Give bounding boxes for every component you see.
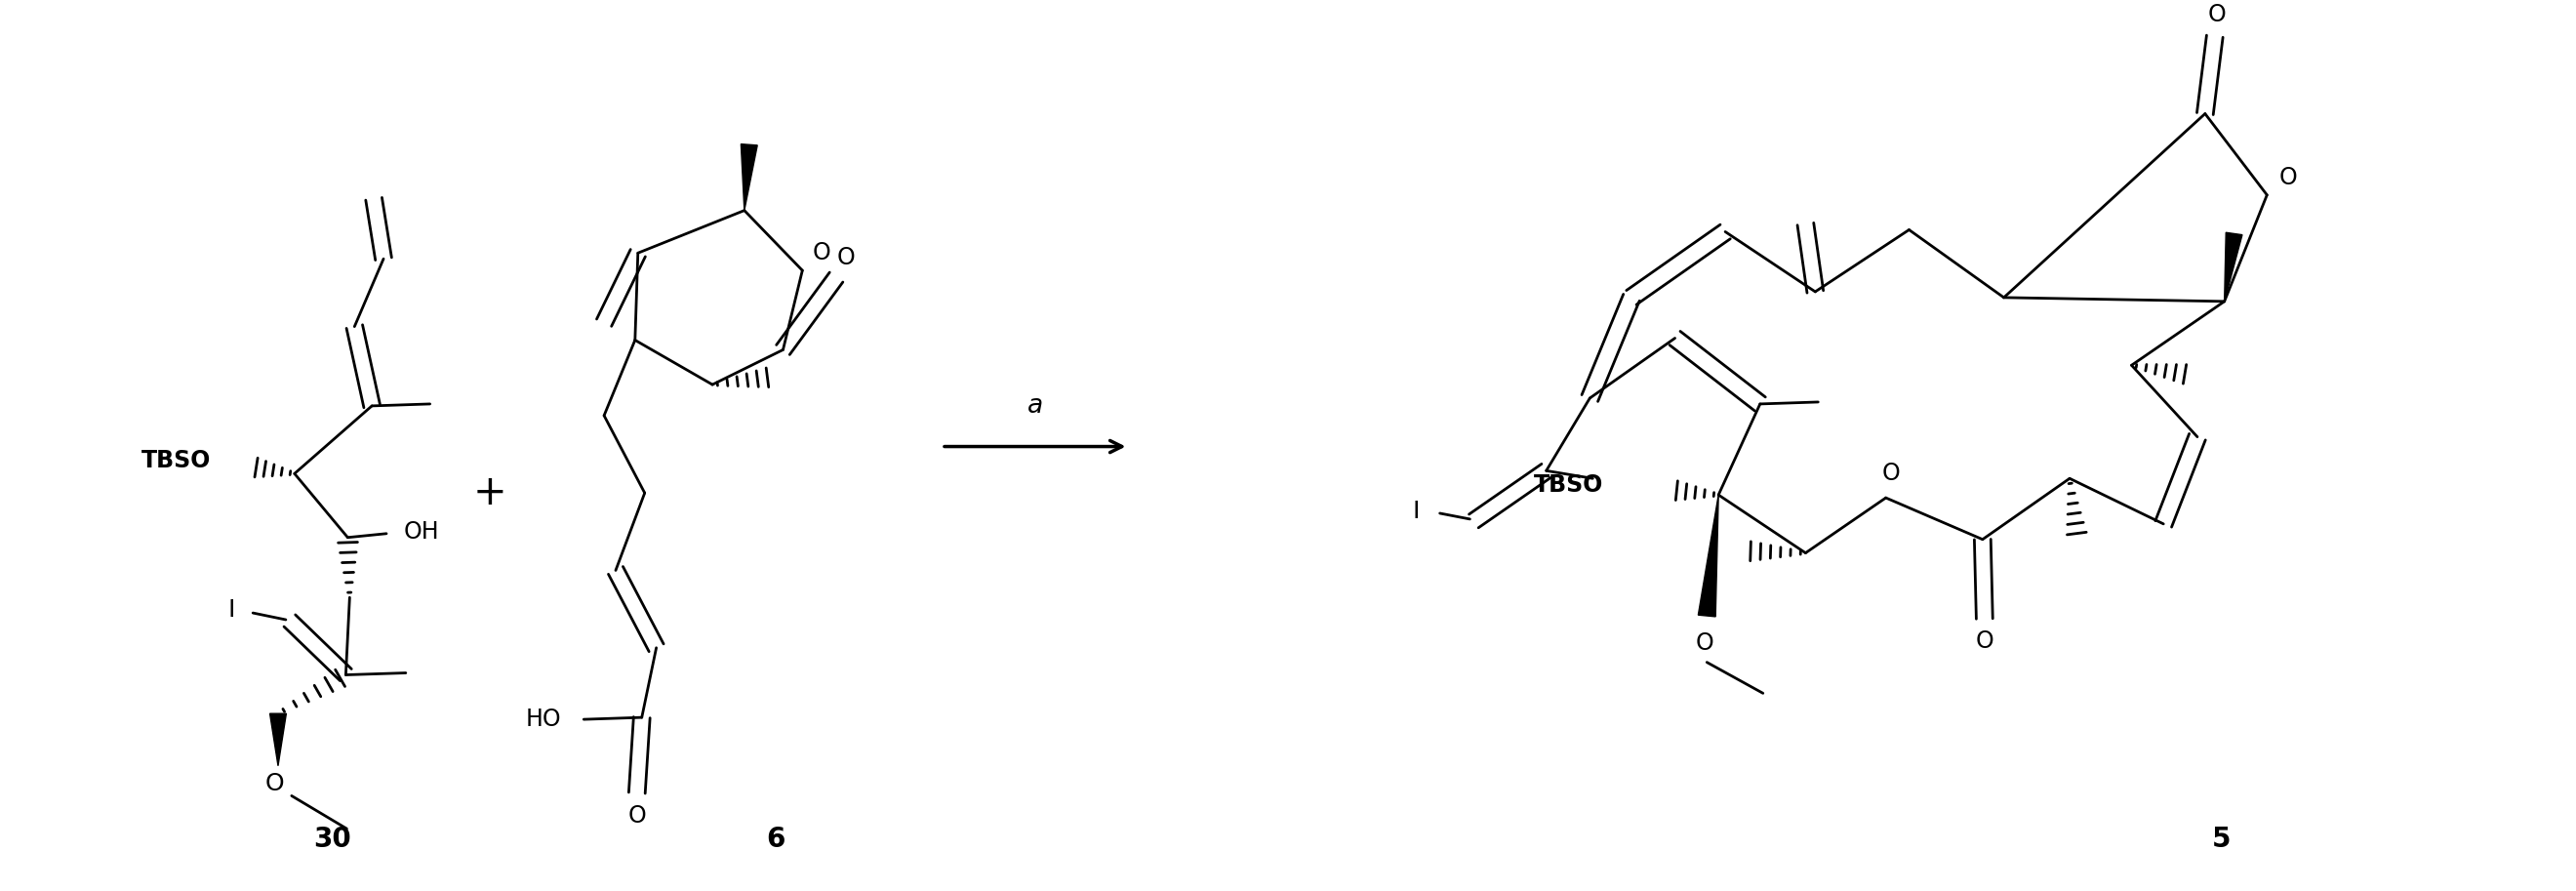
Text: TBSO: TBSO	[1533, 473, 1602, 497]
Polygon shape	[1698, 495, 1718, 617]
Text: I: I	[227, 599, 234, 622]
Polygon shape	[742, 144, 757, 210]
Text: O: O	[629, 805, 647, 828]
Text: O: O	[1695, 631, 1713, 655]
Text: OH: OH	[404, 520, 438, 544]
Text: O: O	[811, 241, 832, 265]
Text: 5: 5	[2213, 826, 2231, 853]
Text: a: a	[1028, 393, 1043, 419]
Text: O: O	[1976, 629, 1994, 653]
Text: TBSO: TBSO	[142, 449, 211, 473]
Text: O: O	[265, 772, 283, 795]
Polygon shape	[2226, 233, 2241, 301]
Text: +: +	[474, 472, 507, 513]
Text: O: O	[2208, 4, 2226, 27]
Text: O: O	[2280, 166, 2298, 189]
Text: O: O	[837, 246, 855, 270]
Polygon shape	[270, 714, 286, 765]
Text: 6: 6	[765, 826, 786, 853]
Text: 30: 30	[314, 826, 350, 853]
Text: O: O	[1880, 462, 1901, 486]
Text: HO: HO	[526, 707, 562, 732]
Text: I: I	[1412, 500, 1419, 523]
